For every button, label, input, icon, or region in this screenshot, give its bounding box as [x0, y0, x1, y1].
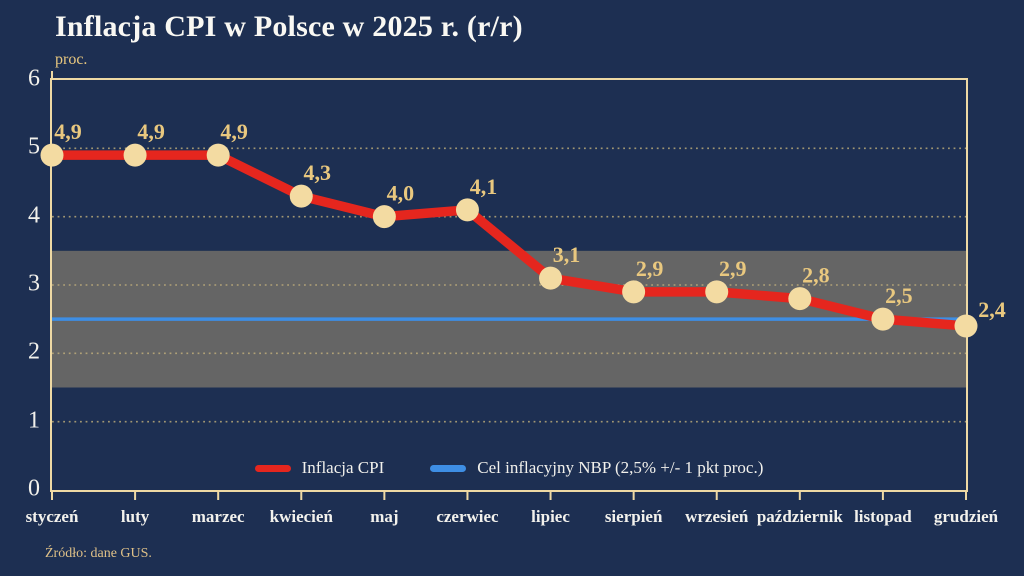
x-axis-month-label: maj	[370, 507, 399, 526]
data-point-dot	[289, 184, 313, 208]
x-axis-month-label: sierpień	[604, 507, 663, 526]
x-axis-month-label: marzec	[191, 507, 245, 526]
data-point-dot	[455, 198, 479, 222]
data-point-dot	[871, 307, 895, 331]
y-axis-tick-label: 2	[28, 338, 40, 365]
data-point-dot	[372, 205, 396, 229]
data-point-dot	[788, 287, 812, 311]
x-axis-month-label: luty	[120, 507, 150, 526]
data-point-dot	[622, 280, 646, 304]
x-axis-month-label: listopad	[854, 507, 912, 526]
data-point-label: 4,9	[54, 119, 82, 144]
data-point-label: 4,9	[220, 119, 248, 144]
source-note: Źródło: dane GUS.	[45, 546, 152, 561]
y-axis-tick-label: 0	[28, 475, 40, 502]
legend-item-nbp-target: Cel inflacyjny NBP (2,5% +/- 1 pkt proc.…	[430, 458, 763, 478]
data-point-label: 3,1	[553, 242, 581, 267]
data-point-label: 4,1	[470, 174, 498, 199]
x-axis-month-label: kwiecień	[269, 507, 333, 526]
y-axis-tick-label: 5	[28, 133, 40, 160]
x-axis-month-label: wrzesień	[685, 507, 749, 526]
data-point-dot	[705, 280, 729, 304]
cpi-line-chart: 4,9 4,9 4,9 4,3 4,0 4,1 3,1 2,9 2,9 2,8 2,5 2,4	[40, 71, 1006, 500]
data-point-dot	[539, 266, 563, 290]
legend-label-cpi: Inflacja CPI	[301, 458, 385, 477]
data-point-dot	[123, 143, 147, 167]
legend-item-cpi: Inflacja CPI	[254, 458, 385, 478]
x-axis-month-label: czerwiec	[436, 507, 499, 526]
cpi-line-swatch	[254, 464, 291, 472]
y-axis-tick-label: 1	[28, 407, 40, 434]
x-axis-month-label: styczeń	[25, 507, 79, 526]
x-axis-month-label: grudzień	[933, 507, 999, 526]
data-point-label: 4,3	[304, 160, 332, 185]
nbp-target-line-swatch	[430, 464, 467, 472]
data-point-label: 2,9	[636, 256, 664, 281]
plot-area: 4,9 4,9 4,9 4,3 4,0 4,1 3,1 2,9 2,9 2,8 2,5 2,4 Inf…	[40, 71, 1006, 500]
data-point-dot	[206, 143, 230, 167]
legend: Inflacja CPI Cel inflacyjny NBP (2,5% +/…	[52, 458, 966, 478]
data-point-label: 4,9	[137, 119, 165, 144]
y-axis-tick-label: 4	[28, 202, 40, 229]
x-axis-month-label: październik	[756, 507, 843, 526]
data-point-label: 2,8	[802, 263, 830, 288]
cpi-line	[52, 150, 967, 331]
x-axis-month-label: lipiec	[531, 507, 570, 526]
data-point-label: 2,4	[978, 297, 1006, 322]
data-point-dot	[954, 314, 978, 338]
data-point-label: 4,0	[387, 181, 415, 206]
y-axis-tick-label: 6	[28, 65, 40, 92]
chart-title: Inflacja CPI w Polsce w 2025 r. (r/r)	[55, 10, 523, 43]
data-point-label: 2,5	[885, 283, 913, 308]
y-axis-unit-label: proc.	[55, 51, 88, 68]
legend-label-nbp-target: Cel inflacyjny NBP (2,5% +/- 1 pkt proc.…	[477, 458, 764, 477]
y-axis-tick-label: 3	[28, 270, 40, 297]
data-point-label: 2,9	[719, 256, 747, 281]
data-point-dot	[40, 143, 64, 167]
